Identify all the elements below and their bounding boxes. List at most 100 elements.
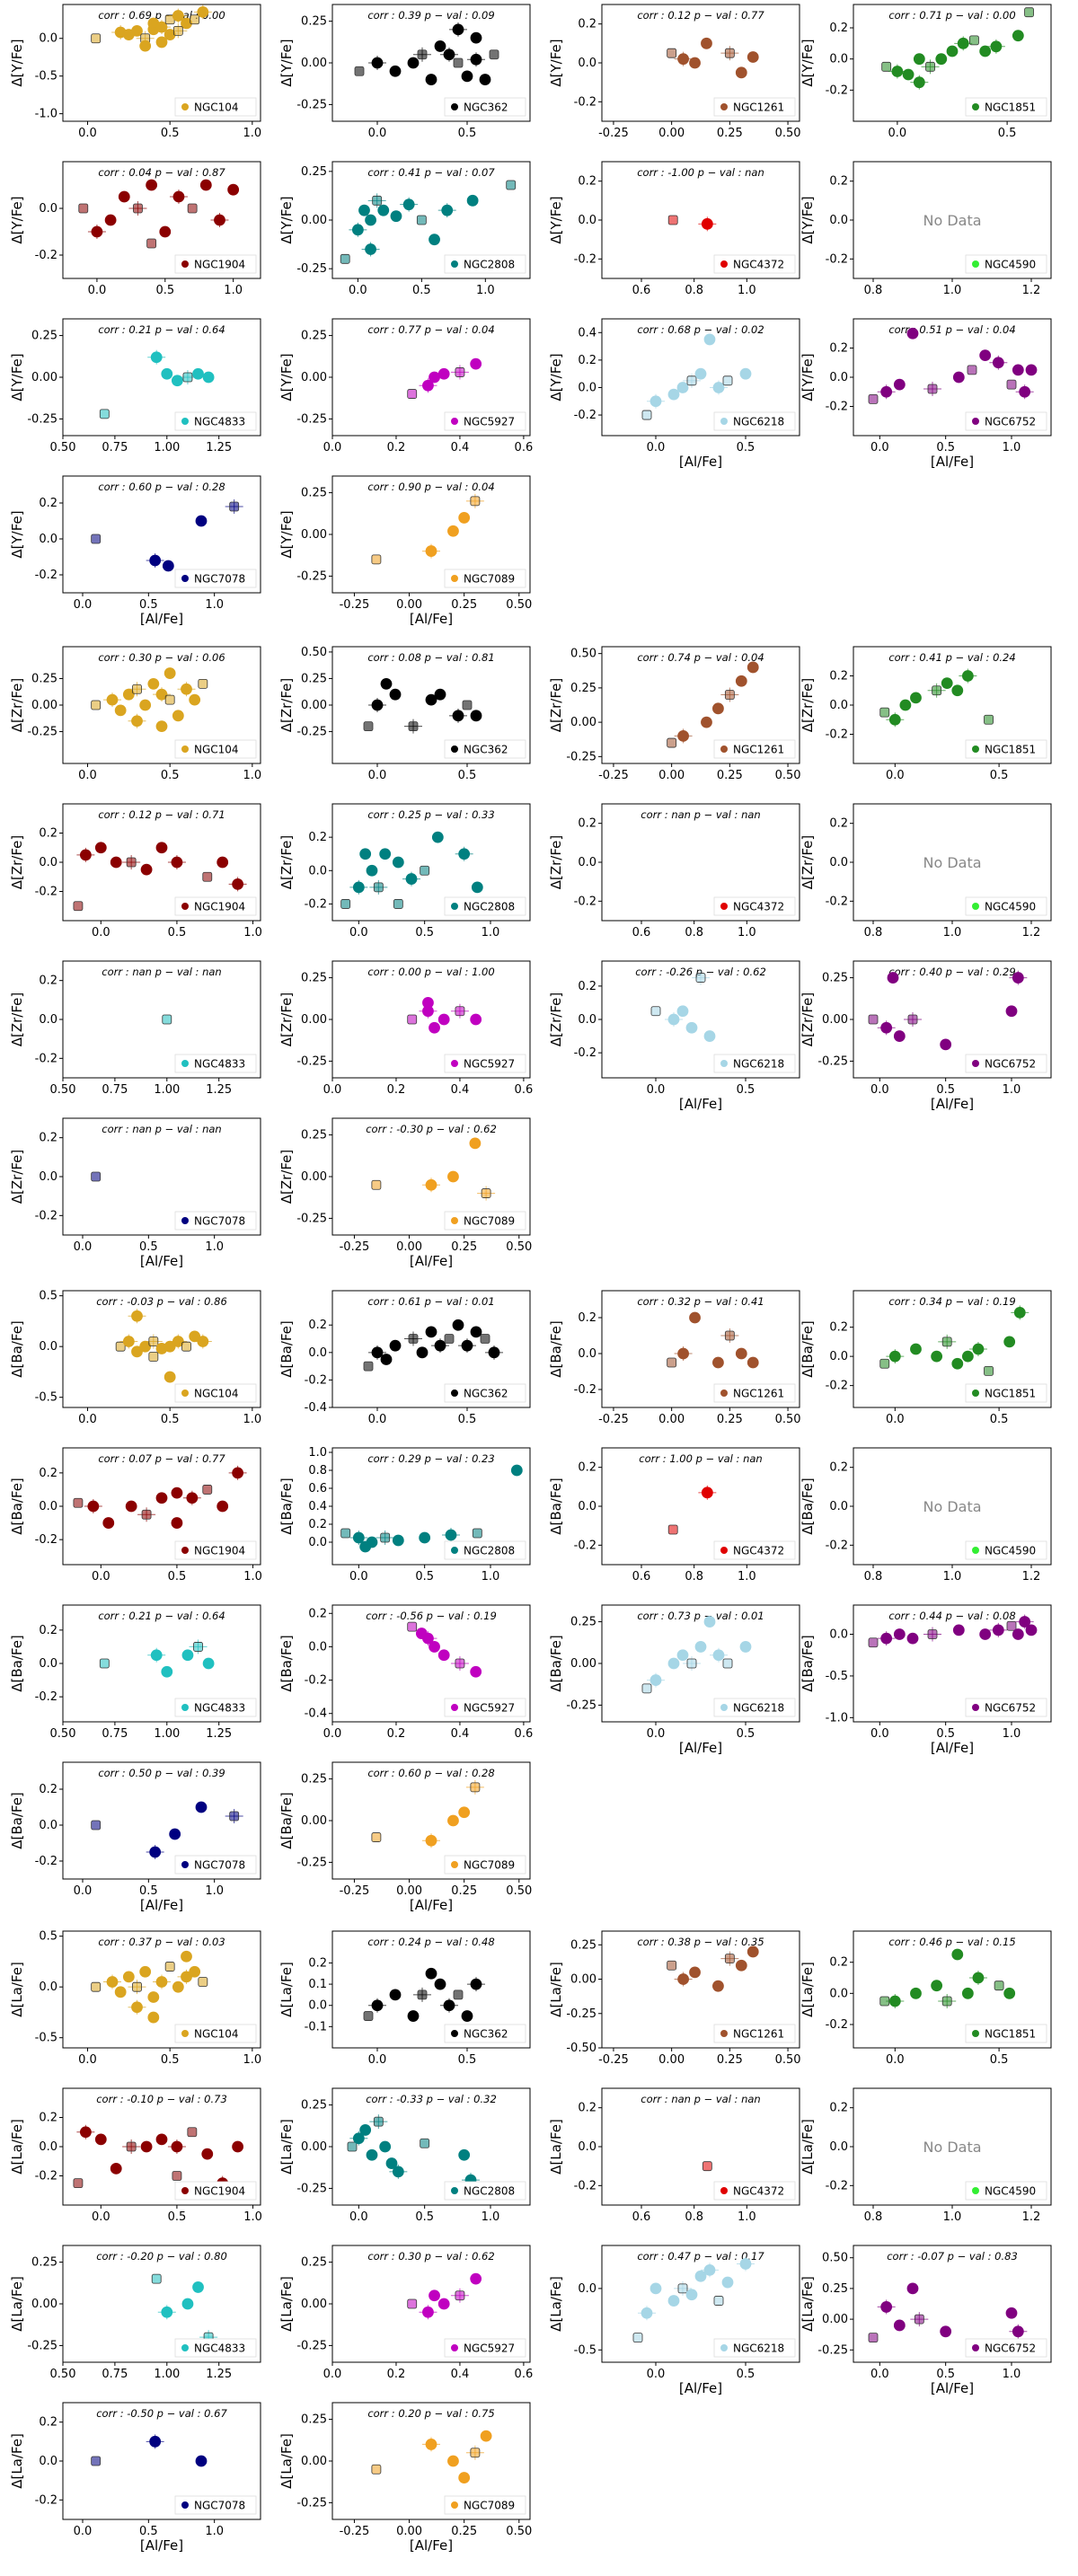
x-tick-label: 0.6 bbox=[632, 1570, 651, 1584]
data-point bbox=[471, 881, 483, 894]
legend: NGC7078 bbox=[174, 1211, 257, 1231]
y-tick-label: 0.25 bbox=[570, 1616, 596, 1629]
legend-marker bbox=[181, 1704, 189, 1711]
pval-label: p − val : bbox=[691, 2250, 741, 2263]
data-point bbox=[181, 2298, 194, 2310]
corr-value: -0.03 bbox=[127, 1295, 154, 1308]
data-point bbox=[352, 2132, 365, 2145]
data-point bbox=[199, 179, 212, 191]
y-axis-label: Δ[La/Fe] bbox=[800, 1962, 816, 2017]
y-tick-label: 0.0 bbox=[39, 202, 57, 216]
x-tick-label: 0.25 bbox=[451, 1884, 477, 1898]
data-point bbox=[366, 2148, 378, 2161]
x-axis-label: [Al/Fe] bbox=[410, 611, 453, 627]
data-point bbox=[906, 1632, 919, 1645]
y-axis-label: Δ[La/Fe] bbox=[548, 2119, 564, 2175]
legend-box bbox=[444, 254, 526, 274]
corr-value: 0.34 bbox=[919, 1295, 942, 1308]
data-point bbox=[447, 2455, 459, 2467]
data-point bbox=[951, 1948, 964, 1961]
data-point bbox=[197, 5, 209, 18]
data-point bbox=[480, 2430, 492, 2442]
x-tick-label: 0.0 bbox=[74, 1240, 93, 1254]
data-point bbox=[470, 1013, 482, 1026]
legend-marker bbox=[451, 2501, 458, 2509]
panel-zr-ngc2808: 0.0 0.5 1.0 -0.2 0.0 0.2 Δ[Zr/Fe] corr : 0.25 p… bbox=[278, 803, 531, 940]
y-tick-label: -0.4 bbox=[305, 1707, 327, 1721]
data-point bbox=[106, 1976, 119, 1988]
x-tick-label: 0.25 bbox=[717, 2053, 743, 2067]
data-point bbox=[351, 224, 364, 236]
data-point-square bbox=[927, 1629, 938, 1639]
y-tick-label: 0.2 bbox=[578, 1311, 596, 1325]
data-point bbox=[461, 2010, 473, 2022]
data-point-square bbox=[1024, 7, 1034, 18]
x-tick-label: 0.5 bbox=[168, 926, 187, 940]
y-tick-label: 0.2 bbox=[578, 1461, 596, 1475]
legend-box bbox=[444, 1211, 526, 1231]
corr-value: -0.07 bbox=[917, 2250, 944, 2263]
correlation-annotation: corr : 0.40 p − val : 0.29 bbox=[888, 966, 1015, 978]
data-point-square bbox=[868, 1014, 879, 1025]
pval-label: p − val : bbox=[421, 2407, 472, 2420]
data-point bbox=[461, 1339, 473, 1352]
data-point bbox=[214, 214, 225, 226]
x-tick-label: 0.0 bbox=[349, 284, 367, 297]
x-tick-label: 1.0 bbox=[738, 1570, 756, 1584]
legend-label: NGC5927 bbox=[464, 2342, 515, 2355]
y-axis-label: Δ[Ba/Fe] bbox=[548, 1320, 564, 1378]
pval-label: p − val : bbox=[421, 323, 472, 336]
data-point bbox=[91, 225, 103, 238]
legend-box bbox=[174, 1054, 257, 1073]
legend-label: NGC2808 bbox=[464, 1545, 515, 1557]
x-tick-label: 0.00 bbox=[658, 769, 685, 782]
data-point bbox=[192, 367, 204, 380]
legend: NGC4590 bbox=[965, 2181, 1047, 2201]
pval-value: 0.01 bbox=[741, 1610, 764, 1622]
legend-marker bbox=[181, 2501, 189, 2509]
x-tick-label: 1.2 bbox=[1022, 926, 1041, 940]
x-tick-label: 0.5 bbox=[458, 2053, 477, 2067]
legend-label: NGC7089 bbox=[464, 573, 515, 586]
legend-marker bbox=[451, 1861, 458, 1868]
x-axis-label: [Al/Fe] bbox=[679, 2380, 722, 2396]
data-point bbox=[437, 2298, 450, 2310]
corr-label: corr : bbox=[635, 966, 666, 978]
y-tick-label: -0.2 bbox=[35, 1690, 57, 1704]
legend-marker bbox=[972, 745, 979, 753]
corr-value: 0.21 bbox=[128, 323, 152, 336]
pval-value: 0.41 bbox=[741, 1295, 764, 1308]
pval-value: 0.87 bbox=[202, 166, 225, 179]
y-axis-label: Δ[Y/Fe] bbox=[278, 353, 295, 401]
data-point-square bbox=[453, 57, 464, 68]
y-tick-label: -0.2 bbox=[35, 1209, 57, 1222]
x-axis-label: [Al/Fe] bbox=[410, 1897, 453, 1913]
data-point-square bbox=[347, 2141, 358, 2152]
data-point bbox=[415, 1628, 428, 1639]
corr-value: 0.40 bbox=[919, 966, 942, 978]
x-tick-label: 0.5 bbox=[161, 127, 180, 140]
pval-value: 0.04 bbox=[741, 651, 764, 664]
data-point-square bbox=[470, 2448, 481, 2458]
y-axis-label: Δ[Zr/Fe] bbox=[548, 835, 564, 890]
legend-marker bbox=[451, 1389, 458, 1397]
x-tick-label: 0.0 bbox=[92, 2210, 110, 2224]
y-tick-label: 0.00 bbox=[301, 214, 327, 227]
corr-value: -0.26 bbox=[666, 966, 693, 978]
legend-label: NGC1261 bbox=[733, 744, 784, 756]
legend-box bbox=[713, 254, 796, 274]
legend: NGC4833 bbox=[174, 411, 257, 431]
data-point bbox=[425, 1967, 437, 1980]
correlation-annotation: corr : 0.60 p − val : 0.28 bbox=[98, 481, 225, 493]
correlation-annotation: corr : nan p − val : nan bbox=[102, 1123, 221, 1135]
data-point bbox=[712, 382, 725, 393]
data-point bbox=[147, 2011, 160, 2024]
pval-value: 0.07 bbox=[472, 166, 495, 179]
y-tick-label: -0.2 bbox=[826, 2018, 848, 2032]
legend: NGC1261 bbox=[713, 739, 796, 759]
correlation-annotation: corr : 0.30 p − val : 0.62 bbox=[367, 2250, 494, 2263]
data-point bbox=[371, 1346, 384, 1359]
y-axis-label: Δ[Zr/Fe] bbox=[548, 678, 564, 733]
x-tick-label: 0.0 bbox=[92, 1570, 110, 1584]
y-tick-label: -0.2 bbox=[574, 409, 596, 422]
